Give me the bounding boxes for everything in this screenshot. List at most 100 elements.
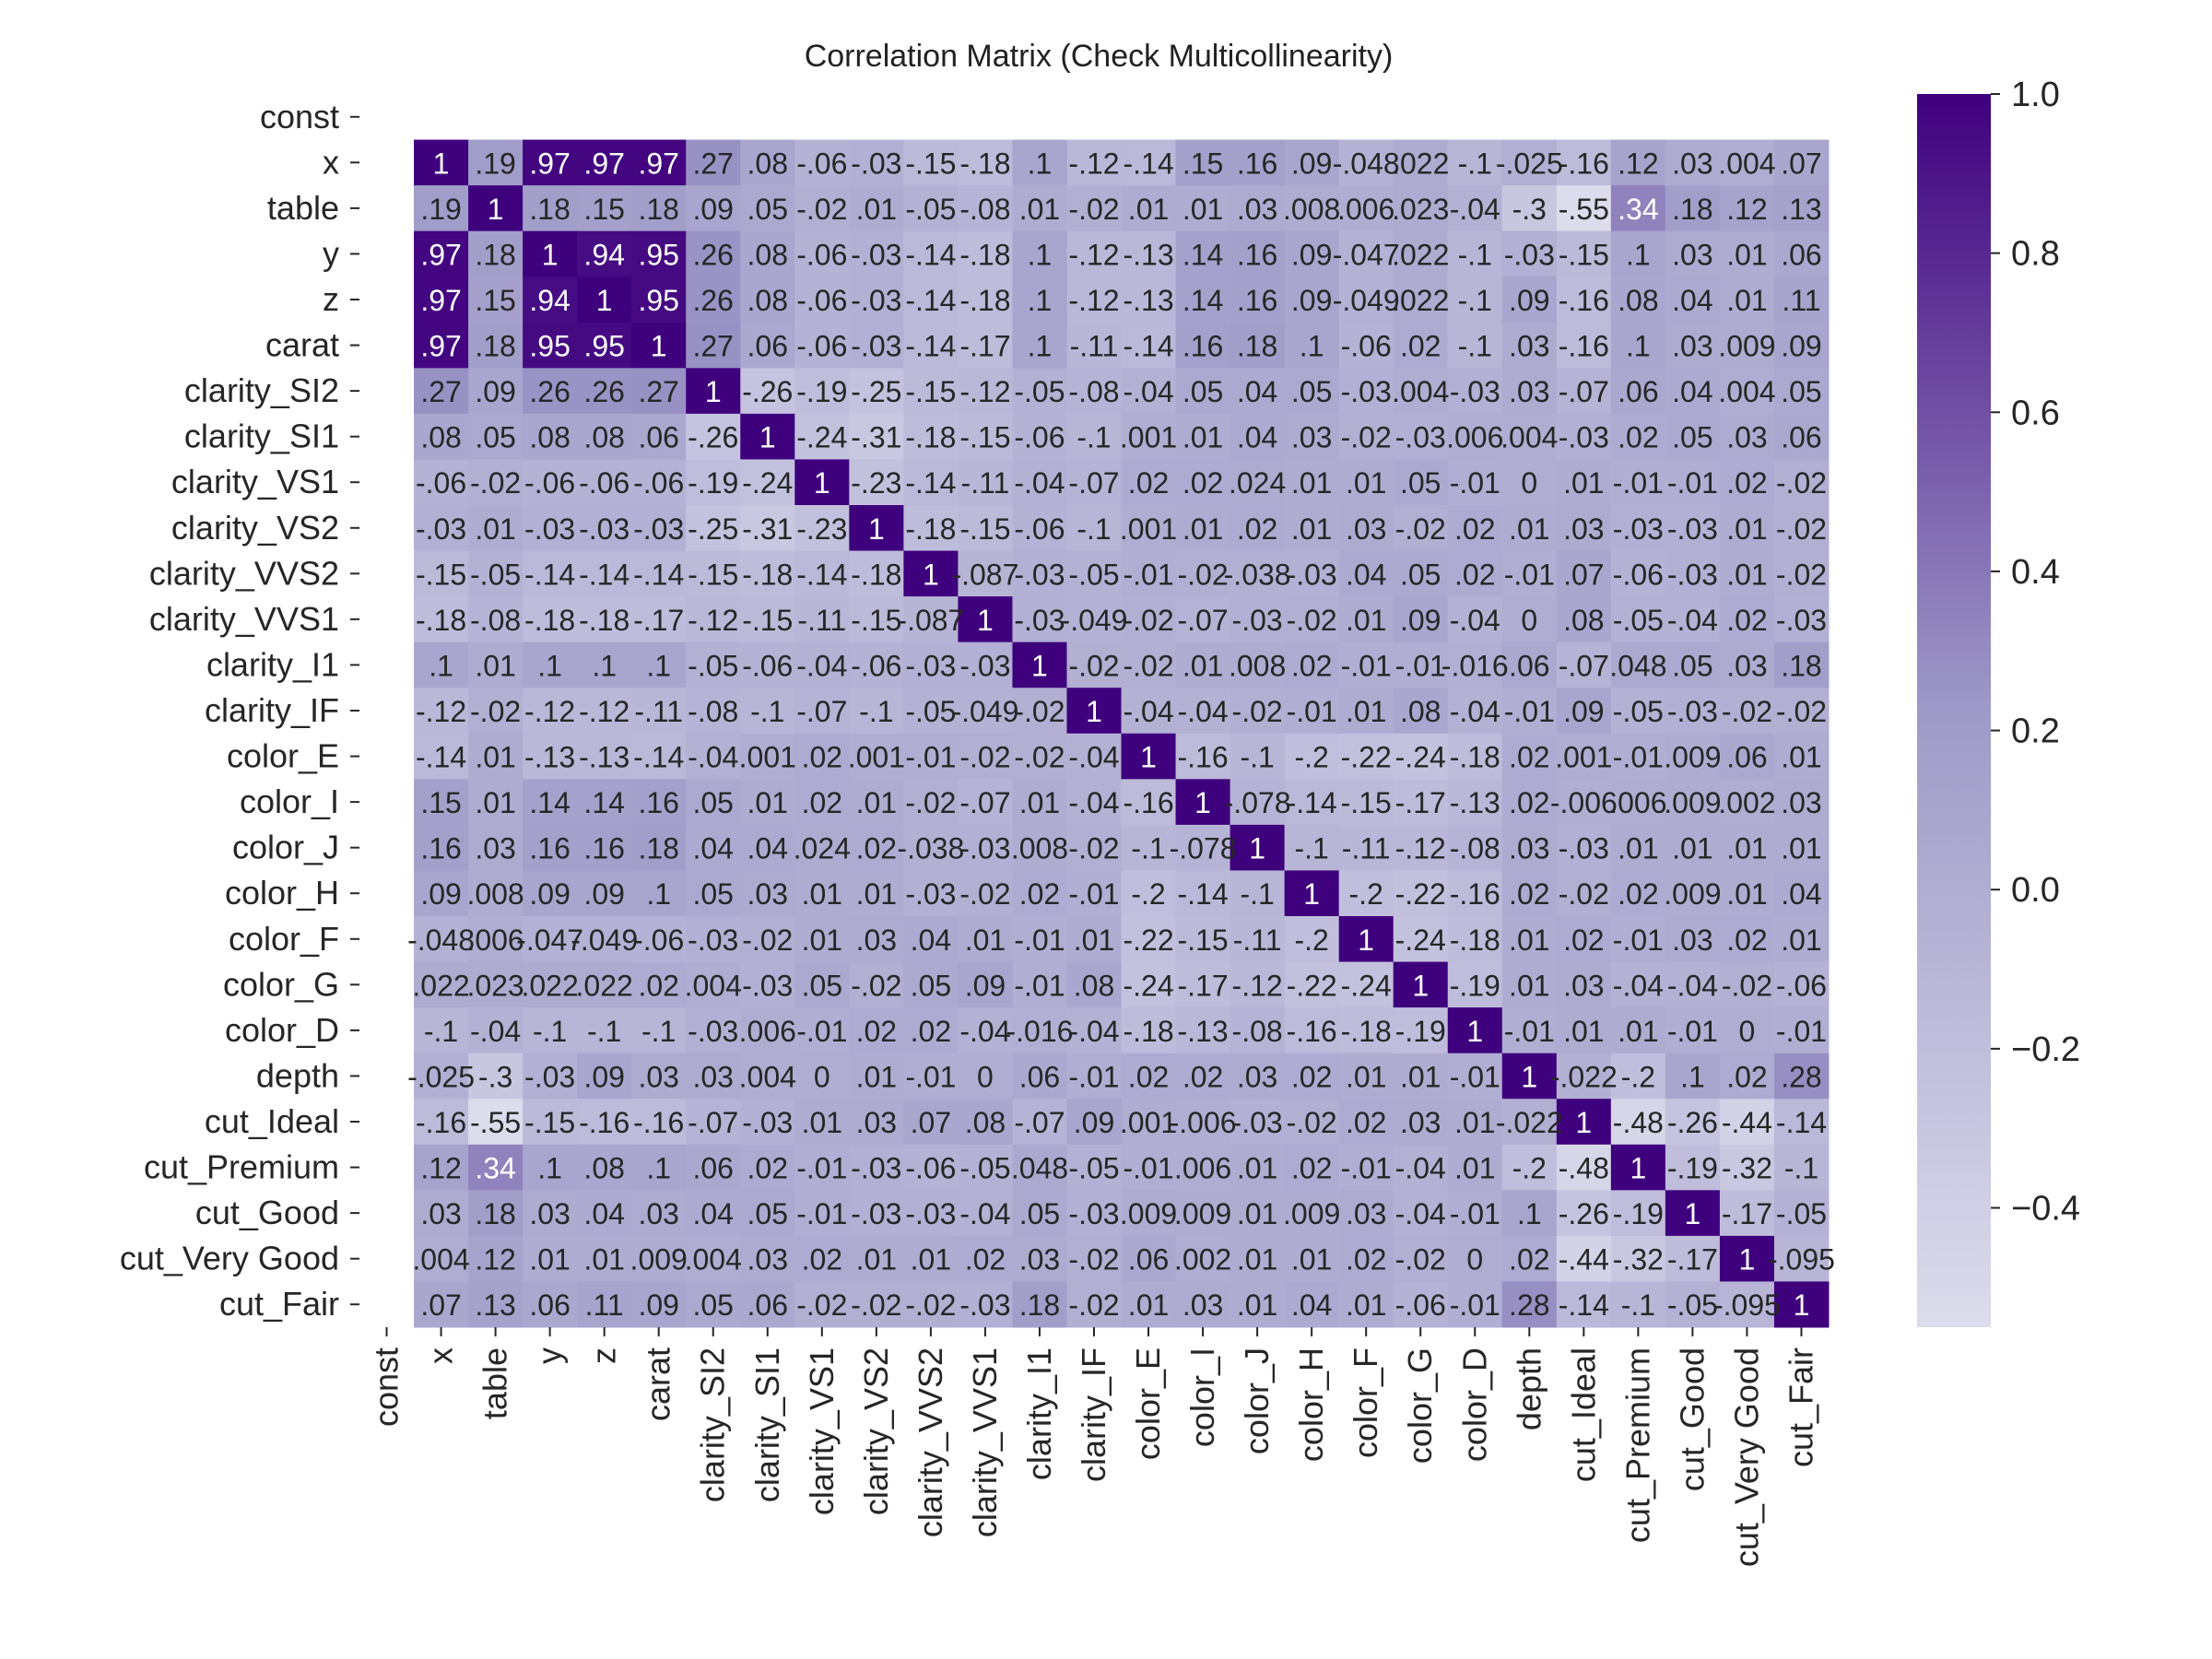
heatmap-cell bbox=[414, 688, 469, 735]
heatmap-cell bbox=[794, 641, 850, 688]
cell-annotation: -.1 bbox=[1131, 832, 1165, 865]
cell-annotation: 0 bbox=[1466, 1243, 1483, 1277]
heatmap-cell bbox=[1773, 1144, 1830, 1191]
cell-annotation: .04 bbox=[1291, 1288, 1332, 1322]
cell-annotation: .001 bbox=[848, 741, 905, 774]
cell-annotation: 1 bbox=[1630, 1152, 1646, 1185]
cell-annotation: -.16 bbox=[1559, 330, 1609, 363]
heatmap-cell bbox=[1719, 1281, 1775, 1328]
cell-annotation: -.12 bbox=[1395, 832, 1446, 865]
cell-annotation: .04 bbox=[1781, 877, 1821, 911]
heatmap-cell bbox=[1230, 230, 1286, 277]
heatmap-cell bbox=[958, 1281, 1013, 1328]
heatmap-cell bbox=[1665, 688, 1721, 735]
x-tick-label: cut_Premium bbox=[1618, 1347, 1656, 1543]
cell-annotation: -.02 bbox=[1014, 695, 1065, 728]
x-tick-label: color_H bbox=[1292, 1347, 1330, 1462]
cell-annotation: -.03 bbox=[851, 1197, 901, 1230]
cell-annotation: .03 bbox=[1726, 421, 1767, 454]
cell-annotation: -.02 bbox=[959, 877, 1010, 911]
heatmap-cell bbox=[1338, 1144, 1394, 1191]
cell-annotation: 1 bbox=[488, 193, 504, 226]
heatmap-cell bbox=[794, 1007, 850, 1054]
cell-annotation: -.03 bbox=[959, 649, 1010, 682]
x-tick-label: const bbox=[368, 1347, 406, 1427]
heatmap-cell bbox=[903, 230, 959, 277]
cell-annotation: -.02 bbox=[851, 1288, 901, 1322]
cell-annotation: -.18 bbox=[851, 558, 901, 591]
cell-annotation: -.03 bbox=[688, 1015, 738, 1048]
cell-annotation: .95 bbox=[529, 330, 570, 363]
heatmap-cell bbox=[686, 733, 741, 780]
cell-annotation: .03 bbox=[1672, 238, 1712, 271]
heatmap-cell bbox=[1610, 641, 1666, 688]
cell-annotation: .009 bbox=[1664, 741, 1721, 774]
cell-annotation: .09 bbox=[1291, 238, 1332, 271]
cell-annotation: .13 bbox=[475, 1288, 515, 1322]
x-tick-label: color_D bbox=[1455, 1347, 1493, 1462]
cell-annotation: -.16 bbox=[1559, 284, 1609, 317]
cell-annotation: -.14 bbox=[905, 330, 956, 363]
heatmap-cell bbox=[1665, 1099, 1721, 1146]
heatmap-cell bbox=[903, 139, 959, 186]
heatmap-cell bbox=[468, 916, 524, 963]
cell-annotation: -.03 bbox=[851, 238, 901, 271]
heatmap-cell bbox=[414, 961, 469, 1008]
cell-annotation: -.06 bbox=[579, 466, 629, 500]
heatmap-cell bbox=[1121, 185, 1177, 232]
heatmap-cell bbox=[1773, 459, 1830, 506]
cell-annotation: .05 bbox=[475, 421, 515, 454]
cell-annotation: -.11 bbox=[961, 466, 1010, 500]
cell-annotation: .02 bbox=[802, 741, 842, 774]
heatmap-cell bbox=[1012, 688, 1067, 735]
cell-annotation: .08 bbox=[583, 1152, 624, 1185]
cell-annotation: .09 bbox=[692, 193, 733, 226]
cell-annotation: -.04 bbox=[959, 1197, 1010, 1230]
heatmap-cell bbox=[1719, 824, 1775, 871]
heatmap-cell bbox=[1501, 505, 1558, 552]
heatmap-cell bbox=[414, 1144, 469, 1191]
cell-annotation: -.13 bbox=[1123, 284, 1173, 317]
heatmap-cell bbox=[1719, 368, 1775, 415]
heatmap-cell bbox=[903, 1235, 959, 1282]
cell-annotation: -.15 bbox=[1559, 238, 1609, 271]
cell-annotation: .004 bbox=[685, 969, 742, 1002]
heatmap-cell bbox=[1012, 1144, 1067, 1191]
heatmap-cell bbox=[740, 596, 795, 643]
cell-annotation: -.16 bbox=[1123, 786, 1173, 819]
colorbar-gradient bbox=[1917, 94, 1991, 1327]
heatmap-cell bbox=[1121, 688, 1177, 735]
cell-annotation: .06 bbox=[1781, 421, 1821, 454]
heatmap-cell bbox=[1719, 276, 1775, 324]
heatmap-cell bbox=[1175, 550, 1231, 597]
heatmap-cell bbox=[1121, 1190, 1177, 1237]
cell-annotation: -.06 bbox=[633, 924, 684, 957]
cell-annotation: .022 bbox=[412, 969, 469, 1002]
cell-annotation: -.02 bbox=[1068, 649, 1119, 682]
heatmap-cell bbox=[1121, 459, 1177, 506]
cell-annotation: .01 bbox=[802, 877, 842, 911]
cell-annotation: .07 bbox=[1563, 558, 1604, 591]
cell-annotation: -.02 bbox=[1014, 741, 1065, 774]
cell-annotation: -.1 bbox=[1458, 147, 1492, 180]
cell-annotation: -.01 bbox=[905, 741, 956, 774]
heatmap-cell bbox=[1393, 1099, 1449, 1146]
heatmap-cell bbox=[1447, 1235, 1503, 1282]
heatmap-cell bbox=[1393, 1144, 1449, 1191]
x-tick-label: clarity_VVS2 bbox=[912, 1347, 949, 1537]
cell-annotation: .01 bbox=[475, 786, 515, 819]
heatmap-cell bbox=[1284, 368, 1340, 415]
heatmap-cell bbox=[958, 276, 1013, 324]
cell-annotation: -.03 bbox=[1395, 421, 1446, 454]
cell-annotation: -.03 bbox=[1667, 558, 1718, 591]
cell-annotation: -.02 bbox=[1776, 512, 1827, 546]
cell-annotation: .004 bbox=[1718, 375, 1775, 408]
cell-annotation: -.095 bbox=[1768, 1243, 1835, 1277]
x-tick-label: clarity_VVS1 bbox=[966, 1347, 1004, 1537]
cell-annotation: .1 bbox=[537, 1152, 562, 1185]
cell-annotation: .03 bbox=[1237, 1060, 1277, 1093]
cell-annotation: .023 bbox=[466, 969, 524, 1002]
heatmap-cell bbox=[1773, 230, 1830, 277]
heatmap-cell bbox=[1501, 1099, 1558, 1146]
cell-annotation: .1 bbox=[1626, 238, 1651, 271]
